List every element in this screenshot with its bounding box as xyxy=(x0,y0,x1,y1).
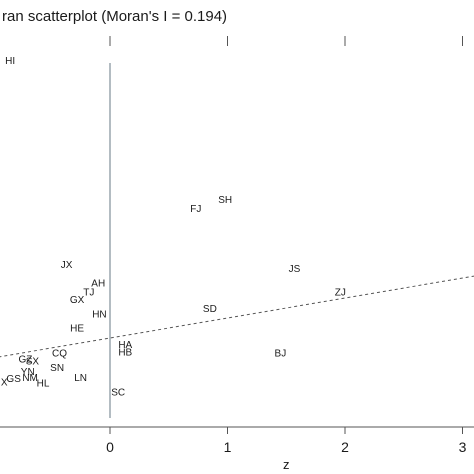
point-tj: TJ xyxy=(83,288,94,299)
point-nm: NM xyxy=(22,373,38,384)
point-hi: HI xyxy=(5,56,15,67)
point-ah: AH xyxy=(91,278,105,289)
point-sx: SX xyxy=(26,357,40,368)
point-hl: HL xyxy=(37,378,50,389)
x-tick-label-3: 3 xyxy=(459,439,467,455)
point-cq: CQ xyxy=(52,348,67,359)
point-sn: SN xyxy=(50,363,64,374)
point-gx: GX xyxy=(70,295,85,306)
point-yn: YN xyxy=(21,367,35,378)
point-ha: HA xyxy=(118,340,132,351)
point-fj: FJ xyxy=(190,204,201,215)
point-bj: BJ xyxy=(275,348,287,359)
point-zj: ZJ xyxy=(335,288,346,299)
x-tick-label-1: 1 xyxy=(224,439,232,455)
x-tick-label-2: 2 xyxy=(341,439,349,455)
x-axis-label: z xyxy=(283,457,290,472)
point-sc: SC xyxy=(111,388,125,399)
point-js: JS xyxy=(289,264,301,275)
point-ln: LN xyxy=(74,373,87,384)
point-he: HE xyxy=(70,324,84,335)
point-jx: JX xyxy=(61,260,73,271)
chart-title: ran scatterplot (Moran's I = 0.194) xyxy=(2,8,227,25)
point-gz: GZ xyxy=(18,355,32,366)
point-hn: HN xyxy=(92,309,106,320)
point-gs: GS xyxy=(6,374,21,385)
point-hb: HB xyxy=(118,347,132,358)
point-sh: SH xyxy=(218,195,232,206)
x-tick-label-0: 0 xyxy=(106,439,114,455)
point-x: X xyxy=(1,377,8,388)
moran-regression-line xyxy=(0,275,474,358)
x-axis: 0 1 2 3 xyxy=(0,426,474,455)
point-sd: SD xyxy=(203,304,217,315)
top-axis-ticks xyxy=(109,36,463,46)
